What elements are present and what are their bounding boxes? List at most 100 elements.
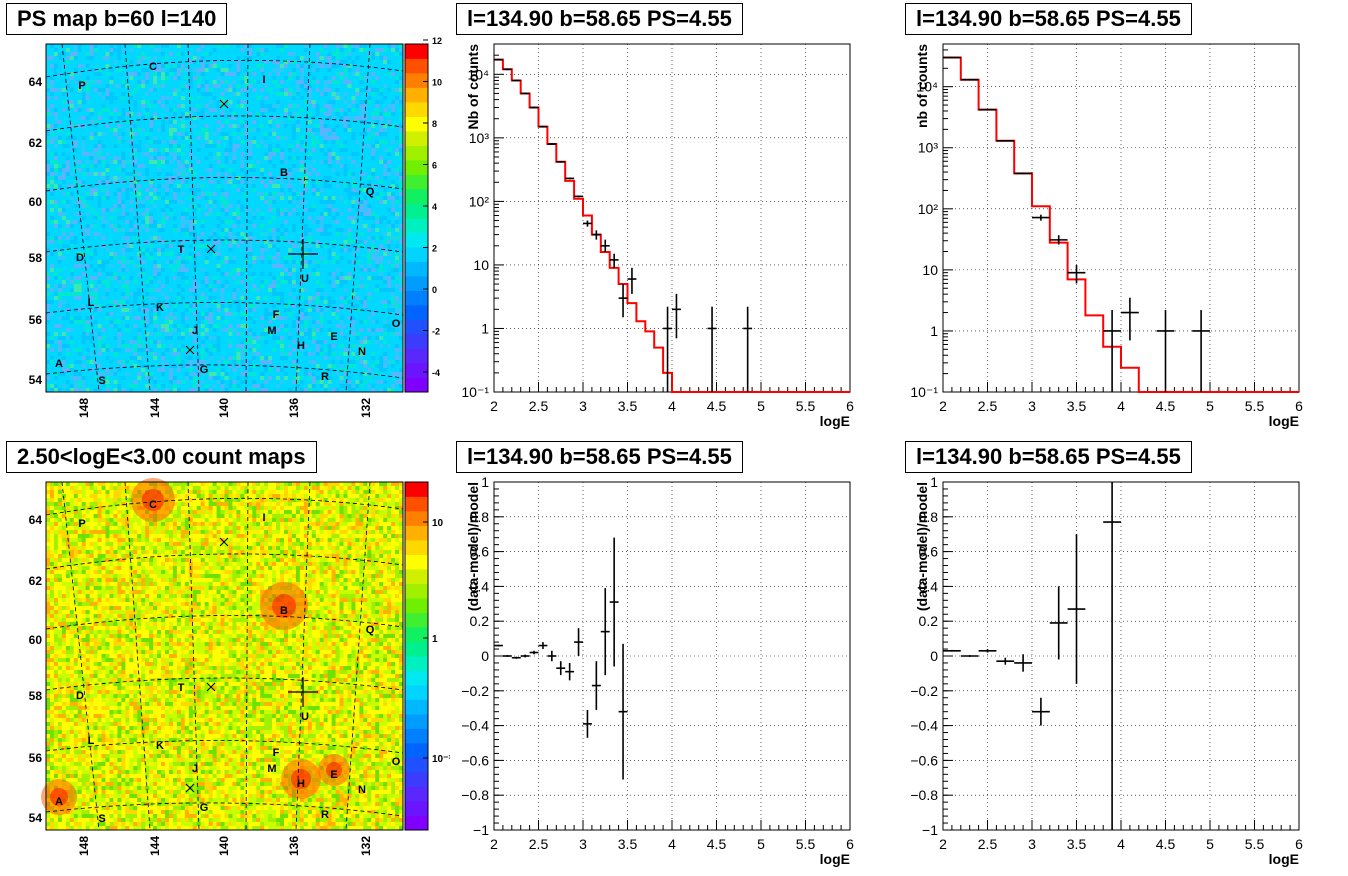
map-cell [307, 192, 313, 197]
map-cell [61, 260, 67, 265]
map-cell [172, 108, 178, 113]
map-cell [89, 252, 94, 257]
map-cell [375, 112, 380, 117]
map-cell [395, 180, 400, 185]
map-cell [395, 140, 400, 145]
map-cell [176, 48, 182, 53]
map-cell [101, 172, 106, 177]
map-cell [204, 160, 210, 165]
map-cell [73, 144, 79, 149]
map-cell [284, 88, 289, 93]
map-cell [220, 228, 225, 233]
map-cell [307, 256, 313, 261]
map-cell [216, 256, 221, 261]
map-cell [323, 84, 329, 89]
map-cell [387, 124, 392, 129]
map-cell [284, 140, 289, 145]
map-cell [125, 84, 130, 89]
map-cell [161, 200, 166, 205]
map-cell [192, 60, 198, 65]
map-cell [117, 124, 122, 129]
map-cell [137, 220, 142, 225]
map-cell [53, 172, 59, 177]
map-cell [117, 176, 122, 181]
map-cell [315, 240, 321, 245]
map-cell [129, 220, 134, 225]
map-cell [145, 228, 150, 233]
map-cell [113, 240, 118, 245]
map-cell [121, 44, 126, 49]
map-cell [46, 144, 51, 149]
map-cell [196, 76, 202, 81]
map-cell [236, 72, 241, 77]
map-cell [133, 252, 138, 257]
map-cell [85, 112, 91, 117]
map-cell [85, 68, 91, 73]
map-cell [383, 52, 388, 57]
map-cell [367, 188, 372, 193]
map-cell [383, 216, 388, 221]
map-cell [172, 88, 178, 93]
map-cell [69, 68, 75, 73]
map-cell [69, 260, 75, 265]
map-cell [367, 104, 372, 109]
map-cell [355, 152, 360, 157]
map-cell [256, 44, 261, 49]
map-cell [236, 56, 241, 61]
map-cell [284, 64, 289, 69]
map-cell [101, 64, 106, 69]
map-cell [192, 96, 198, 101]
map-cell [129, 112, 134, 117]
map-cell [339, 204, 344, 209]
map-cell [280, 44, 285, 49]
map-cell [268, 84, 273, 89]
map-cell [105, 156, 110, 161]
map-cell [192, 92, 198, 97]
map-cell [149, 120, 154, 125]
map-cell [101, 164, 106, 169]
map-cell [204, 68, 210, 73]
map-cell [109, 136, 114, 141]
map-cell [57, 256, 63, 261]
map-cell [307, 196, 313, 201]
map-cell [311, 200, 317, 205]
map-cell [46, 256, 51, 261]
map-cell [355, 48, 360, 53]
map-cell [77, 148, 83, 153]
map-cell [359, 48, 364, 53]
map-cell [85, 220, 91, 225]
map-cell [355, 60, 360, 65]
map-cell [307, 144, 313, 149]
map-cell [395, 164, 400, 169]
map-cell [236, 120, 241, 125]
map-cell [391, 228, 396, 233]
map-cell [236, 68, 241, 73]
map-cell [57, 132, 63, 137]
map-cell [176, 96, 182, 101]
map-cell [153, 64, 158, 69]
map-cell [232, 192, 237, 197]
map-cell [363, 84, 368, 89]
map-cell [176, 216, 182, 221]
map-cell [117, 252, 122, 257]
map-cell [228, 236, 233, 241]
map-cell [61, 140, 67, 145]
map-cell [184, 100, 190, 105]
map-cell [212, 216, 217, 221]
map-cell [327, 184, 332, 189]
map-cell [65, 172, 71, 177]
map-cell [236, 84, 241, 89]
map-cell [248, 180, 253, 185]
map-cell [319, 108, 325, 113]
map-cell [184, 232, 190, 237]
map-cell [57, 44, 63, 49]
map-cell [77, 156, 83, 161]
map-cell [57, 124, 63, 129]
map-cell [101, 244, 106, 249]
map-cell [343, 76, 348, 81]
map-cell [264, 200, 269, 205]
map-cell [153, 120, 158, 125]
map-cell [240, 132, 245, 137]
map-cell [295, 120, 301, 125]
map-cell [129, 212, 134, 217]
